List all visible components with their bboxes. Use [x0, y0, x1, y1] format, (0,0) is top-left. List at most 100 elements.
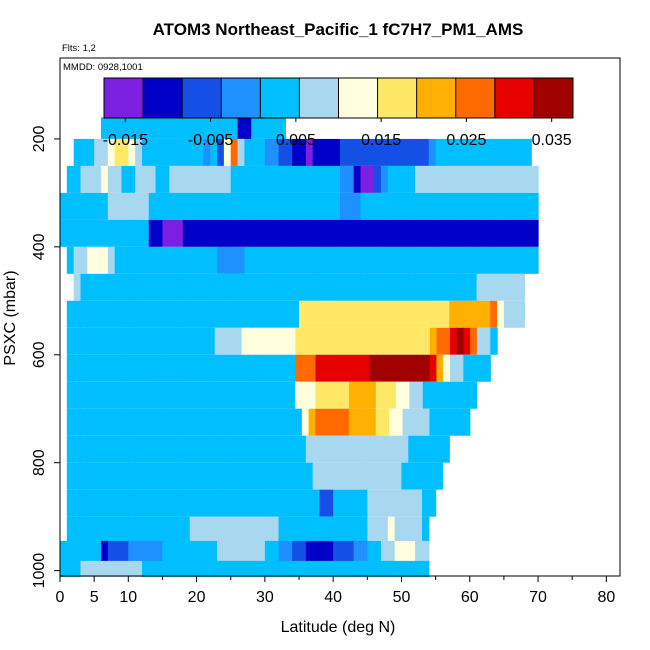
heatmap-cell	[223, 540, 232, 563]
heatmap-cell	[237, 462, 245, 490]
heatmap-cell	[326, 192, 334, 220]
heatmap-cell	[254, 381, 263, 409]
heatmap-cell	[308, 408, 316, 436]
heatmap-cell	[121, 117, 129, 139]
heatmap-cell	[292, 165, 300, 193]
heatmap-cell	[401, 462, 409, 490]
heatmap-cell	[415, 462, 423, 490]
heatmap-cell	[374, 540, 382, 563]
heatmap-cell	[214, 354, 223, 382]
heatmap-cell	[155, 489, 164, 517]
heatmap-cell	[456, 354, 464, 382]
heatmap-cell	[319, 462, 327, 490]
y-tick-label: 1000	[31, 553, 48, 589]
heatmap-cell	[490, 300, 498, 328]
heatmap-cell	[387, 300, 396, 328]
heatmap-cell	[100, 408, 108, 436]
heatmap-cell	[281, 327, 290, 355]
heatmap-cell	[223, 560, 232, 578]
heatmap-cell	[93, 327, 102, 355]
heatmap-cell	[248, 381, 256, 409]
heatmap-cell	[355, 354, 364, 382]
heatmap-cell	[326, 516, 334, 544]
heatmap-cell	[148, 117, 157, 139]
heatmap-cell	[228, 381, 236, 409]
heatmap-cell	[135, 192, 143, 220]
heatmap-cell	[409, 354, 417, 382]
heatmap-cell	[292, 435, 300, 463]
heatmap-cell	[230, 489, 239, 517]
heatmap-cell	[524, 246, 532, 274]
heatmap-cell	[342, 354, 350, 382]
heatmap-cell	[295, 408, 303, 436]
heatmap-cell	[230, 435, 239, 463]
heatmap-cell	[210, 219, 218, 247]
heatmap-cell	[141, 560, 150, 578]
heatmap-cell	[333, 560, 341, 578]
heatmap-cell	[367, 300, 375, 328]
heatmap-cell	[346, 489, 355, 517]
heatmap-cell	[299, 165, 307, 193]
heatmap-cell	[169, 165, 177, 193]
heatmap-cell	[340, 540, 348, 563]
heatmap-cell	[429, 408, 437, 436]
heatmap-cell	[100, 300, 109, 328]
heatmap-cell	[94, 435, 102, 463]
heatmap-cell	[281, 408, 290, 436]
heatmap-cell	[292, 462, 300, 490]
heatmap-cell	[301, 408, 310, 436]
heatmap-cell	[251, 246, 259, 274]
heatmap-cell	[244, 462, 252, 490]
heatmap-cell	[483, 192, 491, 220]
heatmap-cell	[210, 489, 218, 517]
heatmap-cell	[160, 381, 169, 409]
heatmap-cell	[456, 219, 464, 247]
heatmap-cell	[382, 327, 391, 355]
heatmap-cell	[128, 192, 136, 220]
heatmap-cell	[100, 462, 109, 490]
colorbar-tick-label: 0.005	[276, 132, 316, 149]
heatmap-cell	[264, 489, 273, 517]
heatmap-cell	[121, 462, 129, 490]
heatmap-cell	[196, 489, 205, 517]
heatmap-cell	[517, 300, 525, 328]
heatmap-cell	[348, 408, 357, 436]
heatmap-cell	[261, 408, 269, 436]
heatmap-cell	[194, 354, 202, 382]
heatmap-cell	[367, 165, 375, 193]
heatmap-cell	[360, 540, 368, 563]
heatmap-cell	[322, 381, 330, 409]
heatmap-cell	[326, 300, 334, 328]
heatmap-cell	[73, 560, 82, 578]
heatmap-cell	[408, 273, 416, 301]
heatmap-cell	[428, 192, 437, 220]
heatmap-cell	[107, 540, 116, 563]
heatmap-cell	[305, 273, 314, 301]
heatmap-cell	[80, 381, 88, 409]
heatmap-cell	[80, 560, 88, 578]
heatmap-cell	[121, 489, 129, 517]
heatmap-cell	[353, 273, 362, 301]
heatmap-cell	[80, 516, 88, 544]
heatmap-cell	[380, 219, 389, 247]
heatmap-cell	[429, 381, 437, 409]
heatmap-cell	[380, 540, 389, 563]
heatmap-cell	[367, 516, 375, 544]
heatmap-cell	[155, 219, 164, 247]
heatmap-cell	[94, 560, 102, 578]
heatmap-cell	[113, 354, 122, 382]
heatmap-cell	[264, 117, 273, 139]
heatmap-cell	[155, 165, 164, 193]
heatmap-cell	[510, 273, 519, 301]
heatmap-cell	[169, 435, 177, 463]
heatmap-cell	[94, 165, 102, 193]
heatmap-cell	[234, 327, 243, 355]
heatmap-cell	[258, 489, 266, 517]
heatmap-cell	[463, 354, 471, 382]
heatmap-cell	[305, 462, 314, 490]
heatmap-cell	[517, 219, 525, 247]
heatmap-cell	[217, 489, 225, 517]
heatmap-cell	[80, 327, 88, 355]
heatmap-cell	[305, 165, 314, 193]
heatmap-cell	[230, 300, 239, 328]
